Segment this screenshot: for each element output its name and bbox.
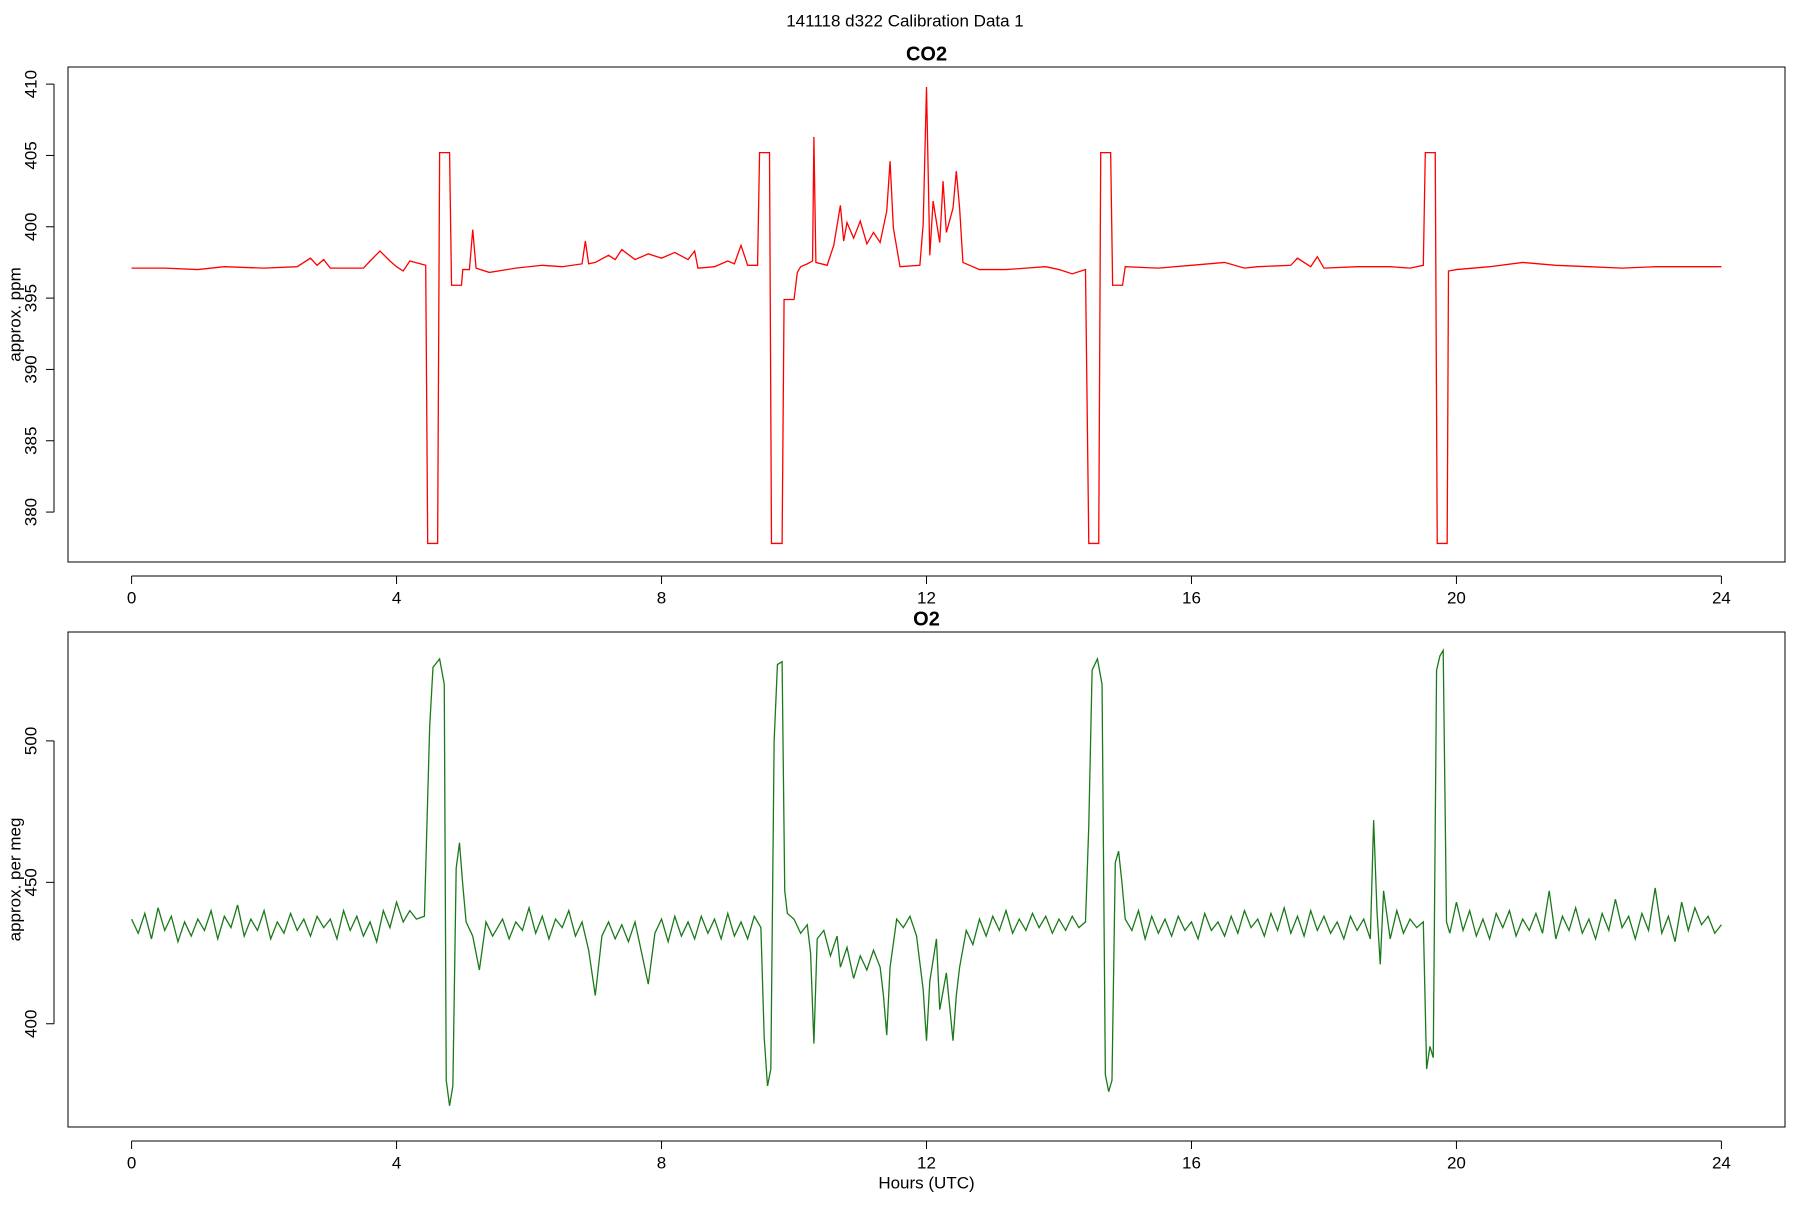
data-line [131, 648, 1722, 1106]
y-tick-label: 385 [21, 427, 40, 455]
y-tick-label: 400 [21, 1010, 40, 1038]
x-tick-label: 8 [657, 1153, 666, 1172]
y-tick-label: 410 [21, 70, 40, 98]
chart-title: CO2 [906, 43, 947, 65]
y-tick-label: 395 [21, 284, 40, 312]
x-tick-label: 8 [657, 588, 666, 607]
x-tick-label: 20 [1447, 588, 1466, 607]
y-tick-label: 390 [21, 355, 40, 383]
x-tick-label: 0 [127, 1153, 136, 1172]
x-tick-label: 4 [392, 1153, 401, 1172]
y-tick-label: 500 [21, 727, 40, 755]
x-tick-label: 4 [392, 588, 401, 607]
plot-frame [67, 66, 1786, 563]
x-axis-label: Hours (UTC) [878, 1173, 974, 1192]
x-tick-label: 24 [1712, 1153, 1731, 1172]
x-tick-label: 12 [917, 1153, 936, 1172]
y-axis-label: approx. ppm [5, 267, 24, 362]
y-tick-label: 450 [21, 868, 40, 896]
x-tick-label: 16 [1182, 1153, 1201, 1172]
x-tick-label: 24 [1712, 588, 1731, 607]
y-tick-label: 405 [21, 141, 40, 169]
y-tick-label: 380 [21, 498, 40, 526]
y-tick-label: 400 [21, 213, 40, 241]
x-tick-label: 12 [917, 588, 936, 607]
x-tick-label: 20 [1447, 1153, 1466, 1172]
plot-frame [67, 631, 1786, 1128]
x-tick-label: 16 [1182, 588, 1201, 607]
y-axis-label: approx. per meg [5, 818, 24, 942]
data-line [131, 86, 1722, 545]
chart-title: O2 [913, 608, 940, 630]
figure-title: 141118 d322 Calibration Data 1 [786, 11, 1024, 30]
x-tick-label: 0 [127, 588, 136, 607]
